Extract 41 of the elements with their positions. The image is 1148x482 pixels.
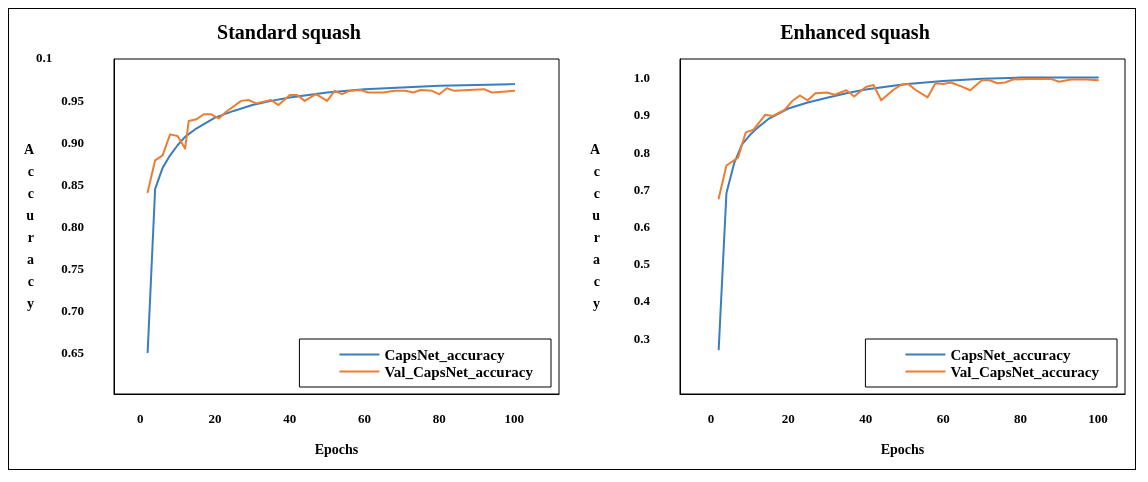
y-tick-label: 0.4 [633,293,651,309]
legend-label: CapsNet_accuracy [384,346,505,363]
chart-title: Standard squash [217,21,361,44]
x-tick-label: 20 [208,411,222,426]
x-tick-label: 60 [358,411,372,426]
y-tick-label: 1.0 [633,70,650,86]
x-tick-label: 40 [859,411,873,426]
y-tick-label: 0.90 [61,135,84,151]
x-tick-label: 20 [781,411,795,426]
y-axis-title: Accuracy [589,142,601,311]
legend-label: CapsNet_accuracy [950,346,1071,363]
x-axis-title: Epochs [314,441,359,457]
y-tick-label: 0.80 [61,219,84,234]
x-axis-title: Epochs [880,441,925,457]
x-tick-label: 80 [1014,411,1028,426]
y-tick-label: 0.9 [633,107,651,123]
x-tick-label: 100 [504,411,524,426]
x-tick-label: 40 [283,411,297,426]
line-series [146,87,516,194]
y-axis-title: Accuracy [23,142,35,311]
y-tick-label: 0.95 [61,93,85,109]
x-tick-label: 80 [432,411,446,426]
line-series [717,78,1099,200]
y-tick-label: 0.75 [61,260,85,276]
y-tick-label: 0.3 [633,330,651,346]
text: 0.1 [36,50,53,65]
x-tick-label: 60 [936,411,950,426]
x-tick-label: 100 [1088,411,1108,426]
y-tick-label: 0.8 [633,144,651,160]
legend-label: Val_CapsNet_accuracy [384,363,534,380]
line-series [717,76,1099,351]
legend-label: Val_CapsNet_accuracy [950,363,1100,380]
y-tick-label: 0.7 [633,181,651,197]
y-tick-label: 0.85 [61,177,85,193]
y-tick-label: 0.70 [61,302,84,318]
x-tick-label: 0 [707,411,715,426]
y-tick-label: 0.5 [633,256,651,272]
chart-title: Enhanced squash [780,21,930,44]
x-tick-label: 0 [136,411,144,426]
y-tick-label: 0.6 [633,219,651,234]
y-tick-label: 0.65 [61,344,85,360]
